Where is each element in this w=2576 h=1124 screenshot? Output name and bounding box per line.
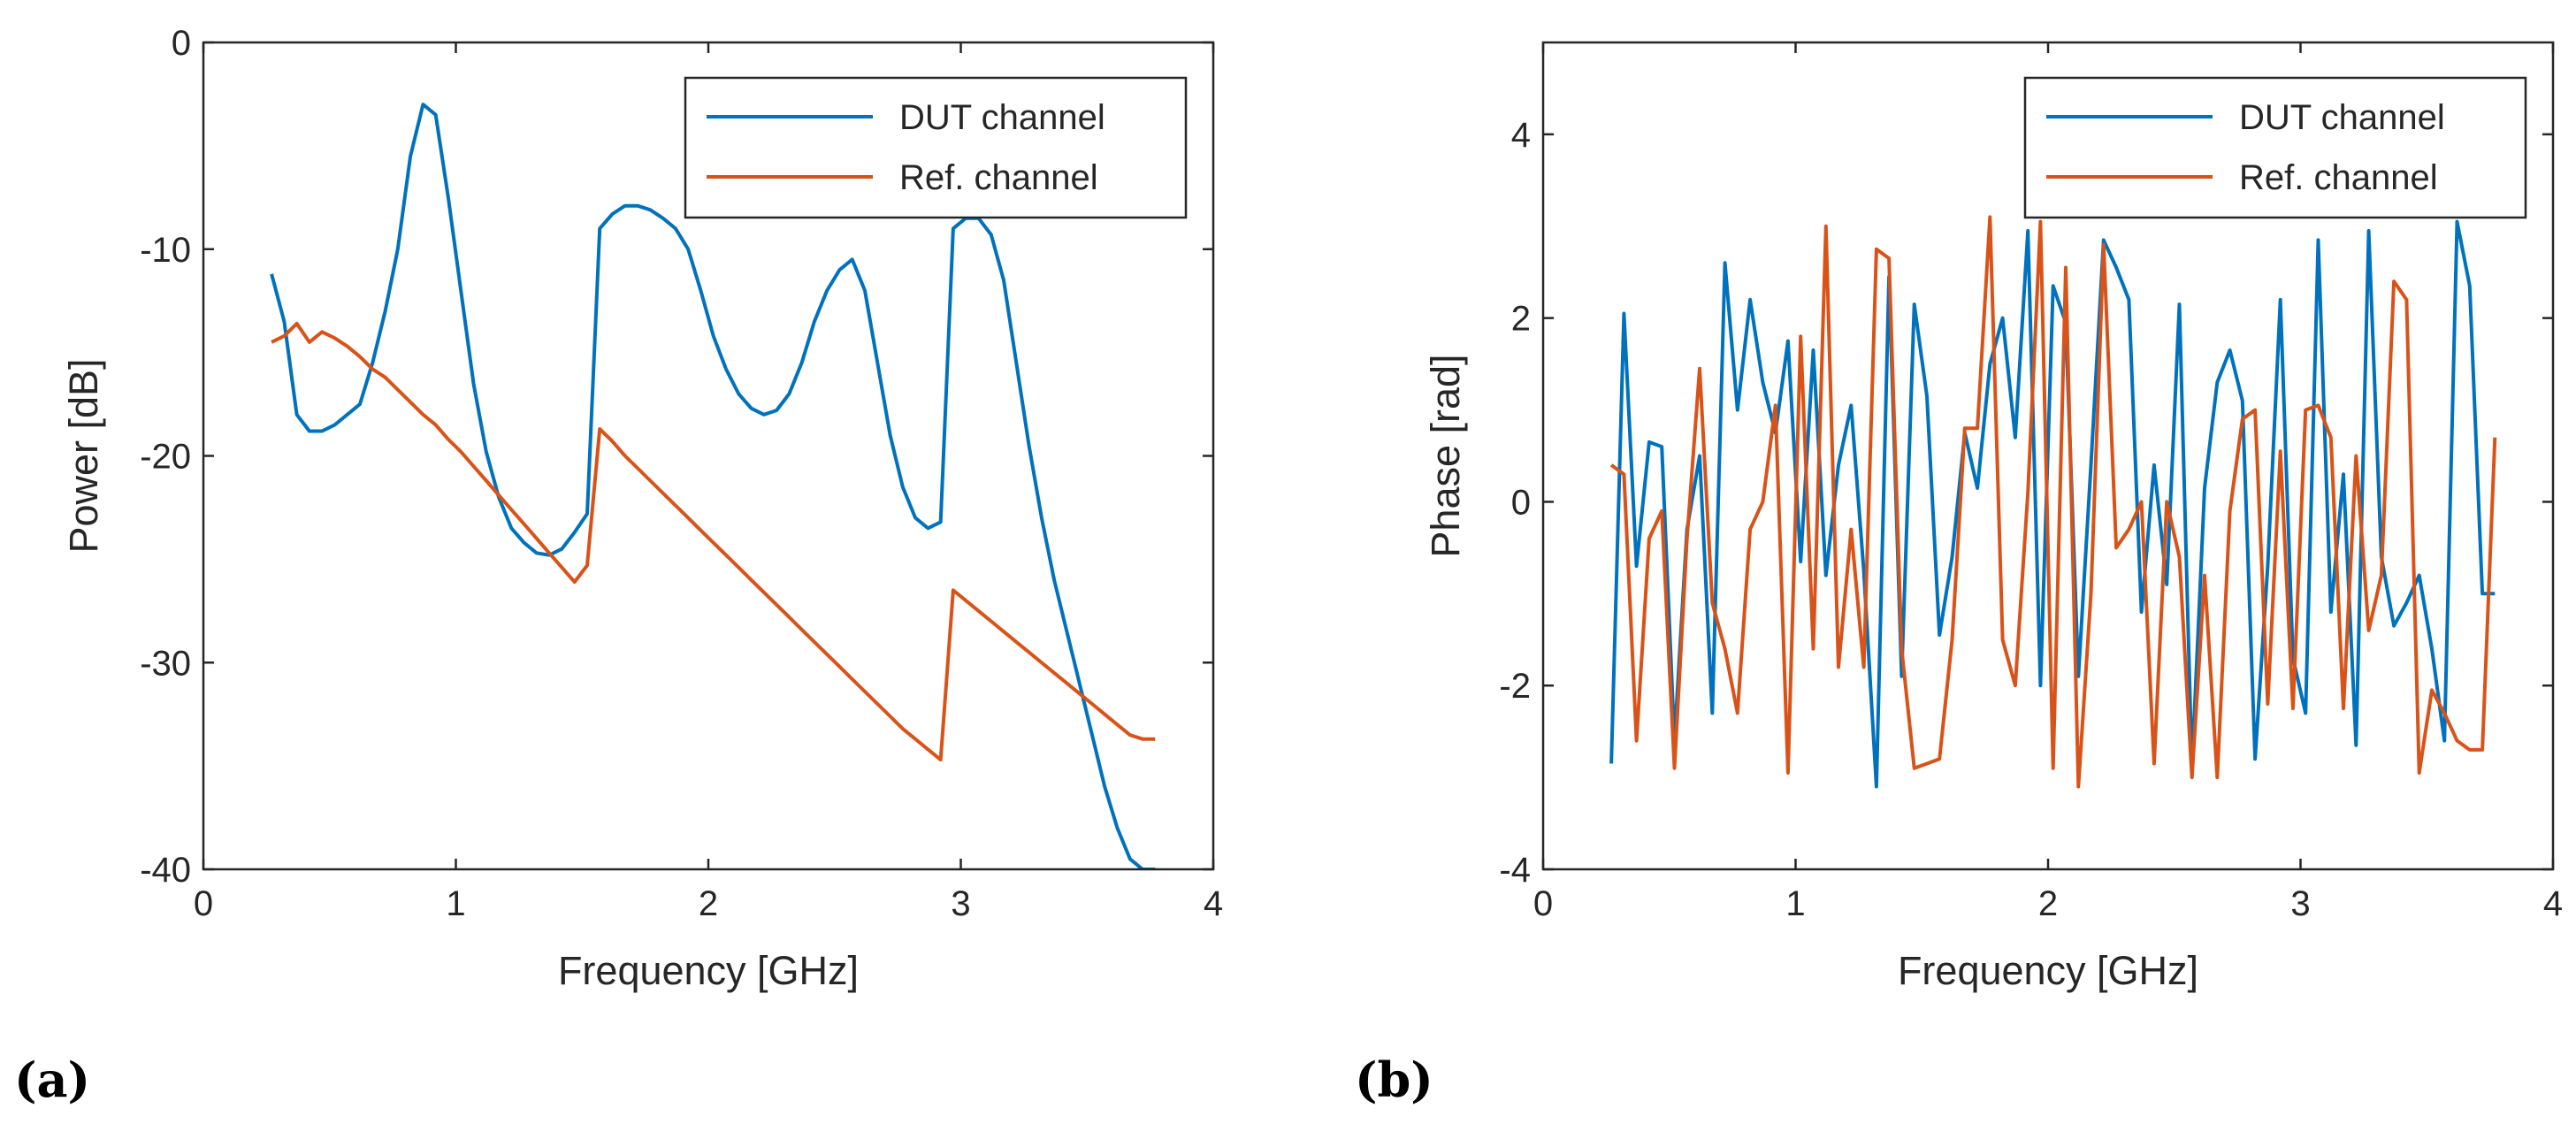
phase-series-line-dut [1609,219,2496,789]
power-x-tick-label: 4 [1204,884,1223,923]
power-y-tick-label: -40 [140,851,191,890]
panel-a-tag: (a) [14,1051,90,1108]
power-legend-label-ref: Ref. channel [899,158,1098,197]
phase-x-tick-label: 4 [2543,884,2563,923]
power-y-tick-label: -10 [140,231,191,270]
power-legend-label-dut: DUT channel [899,98,1105,137]
power-y-tick-label: -30 [140,644,191,683]
phase-legend: DUT channel Ref. channel [2023,76,2527,219]
phase-x-tick-label: 3 [2290,884,2310,923]
power-x-tick-label: 2 [699,884,718,923]
power-x-tick-label: 0 [194,884,213,923]
power-plot-area: 0 1 2 3 4 -40 -30 -20 -10 0 [140,24,1223,923]
phase-y-tick-label: 0 [1511,483,1531,522]
power-y-tick-label: -20 [140,438,191,477]
phase-y-tick-label: -4 [1499,851,1531,890]
phase-y-tick-label: 2 [1511,300,1531,339]
phase-legend-box [2023,76,2527,219]
panel-b-tag: (b) [1355,1051,1433,1108]
phase-x-tick-label: 1 [1785,884,1805,923]
phase-chart: 0 1 2 3 4 -4 -2 0 2 4 DUT channel Ref. channel Fr… [1355,41,2563,1108]
phase-x-tick-label: 0 [1533,884,1553,923]
power-x-tick-label: 1 [446,884,465,923]
phase-legend-label-dut: DUT channel [2239,98,2445,137]
power-x-tick-label: 3 [951,884,970,923]
power-y-axis-title: Power [dB] [61,358,106,553]
phase-x-axis-title: Frequency [GHz] [1898,948,2198,993]
phase-plot-area: 0 1 2 3 4 -4 -2 0 2 4 [1499,41,2563,923]
phase-series-line-ref [1609,215,2497,789]
phase-y-axis-title: Phase [rad] [1423,354,1468,557]
power-x-axis-title: Frequency [GHz] [558,948,859,993]
power-series-line-dut [270,103,1156,869]
phase-x-tick-label: 2 [2038,884,2058,923]
phase-y-tick-label: -2 [1499,667,1531,706]
power-series-line-ref [271,321,1156,762]
power-y-tick-label: 0 [172,24,191,63]
power-legend-box [684,76,1188,219]
phase-legend-label-ref: Ref. channel [2239,158,2438,197]
phase-y-tick-label: 4 [1511,116,1531,155]
power-chart: 0 1 2 3 4 -40 -30 -20 -10 0 DUT channel Ref. chan… [14,24,1223,1108]
power-legend: DUT channel Ref. channel [684,76,1188,219]
